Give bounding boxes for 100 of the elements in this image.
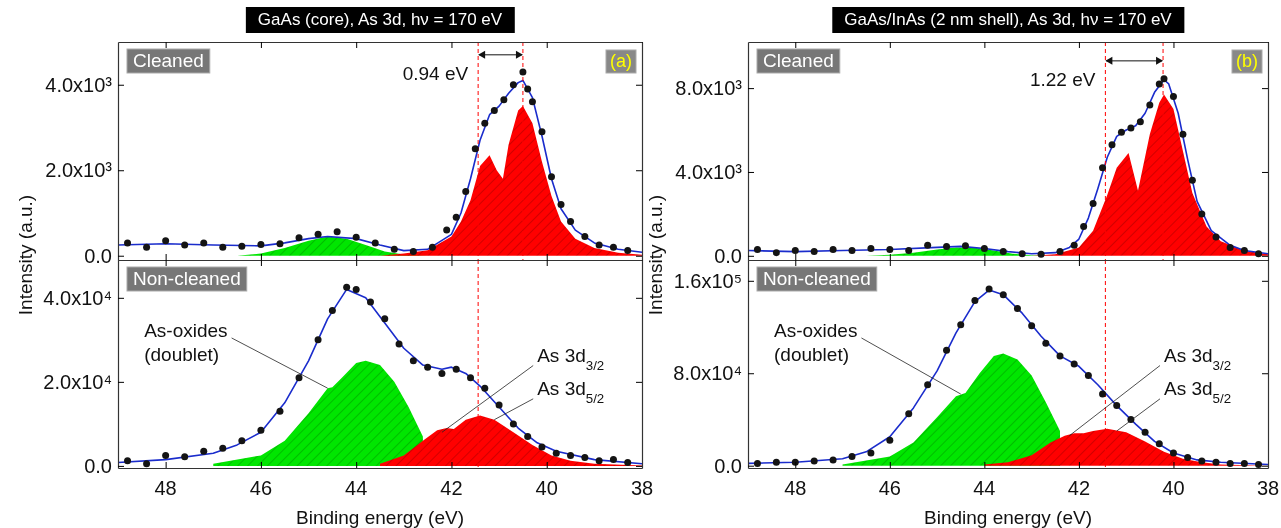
point [753,459,761,467]
point [219,243,227,251]
annotation: 1.22 eV [1029,68,1096,90]
point [238,437,246,445]
y-tick-label: 0.0 [714,454,742,477]
point [481,119,489,127]
point [390,245,398,253]
point [371,239,379,247]
point [1080,222,1088,230]
point [200,239,208,247]
chart-title: GaAs/InAs (2 nm shell), As 3d, hν = 170 eV [844,10,1173,29]
point [791,458,799,466]
point [276,407,284,415]
point [1212,458,1220,466]
point [1226,243,1234,251]
point [1084,372,1092,380]
annotation: As-oxides (doublet) [144,319,228,365]
annotation: Cleaned [763,50,834,71]
point [1212,233,1220,241]
point [1198,457,1206,465]
line-series [118,79,642,254]
point [381,315,389,323]
point [143,243,151,251]
point [314,230,322,238]
point [1179,130,1187,138]
point [1240,459,1248,467]
point [557,200,565,208]
point [1226,459,1234,467]
point [495,401,503,409]
y-tick-label: 4.0x10⁴ [43,286,112,309]
point [452,365,460,373]
point [1070,241,1078,249]
point [980,244,988,252]
point [295,374,303,382]
point [462,188,470,196]
point [924,381,932,389]
y-tick-label: 4.0x10³ [45,73,113,96]
point [867,449,875,457]
point [528,98,536,106]
point [238,242,246,250]
point [409,357,417,365]
point [1108,141,1116,149]
point [905,410,913,418]
x-tick-label: 44 [973,477,996,499]
x-tick-label: 46 [249,477,273,499]
point [1056,352,1064,360]
point [772,249,780,257]
y-axis-title: Intensity (a.u.) [645,194,666,316]
x-axis-title: Binding energy (eV) [296,507,464,528]
point [943,346,951,354]
x-tick-label: 46 [878,477,901,499]
point [1089,199,1097,207]
point [999,291,1007,299]
point [1198,210,1206,218]
point [753,246,761,254]
y-tick-label: 0.0 [714,244,742,267]
x-tick-label: 42 [1067,477,1091,499]
y-tick-label: 1.6x10⁵ [673,269,742,292]
y-tick-label: 4.0x10³ [675,160,743,183]
point [829,456,837,464]
y-tick-label: 0.0 [84,244,112,267]
x-tick-label: 40 [535,477,558,499]
point [343,283,351,291]
point [428,243,436,251]
point [257,241,265,249]
point [848,452,856,460]
point [829,246,837,254]
point [1160,75,1168,83]
point [1141,428,1149,436]
annotation: Non-cleaned [763,268,871,289]
point [791,247,799,255]
x-tick-label: 42 [440,477,463,499]
point [999,248,1007,256]
point [1037,250,1045,258]
point [624,459,632,467]
point [985,285,993,293]
point [848,247,856,255]
point [443,226,451,234]
point [772,458,780,466]
point [1117,128,1125,136]
x-tick-label: 44 [345,477,368,499]
annotation: (a) [610,51,632,71]
annotation: Non-cleaned [133,268,241,289]
point [867,244,875,252]
point [438,369,446,377]
point [162,451,170,459]
point [509,81,517,89]
point [509,420,517,428]
x-axis-title: Binding energy (eV) [924,507,1092,528]
point [295,234,303,242]
annotation: (b) [1236,51,1258,71]
point [971,296,979,304]
point [467,374,475,382]
point [1169,449,1177,457]
point [1184,454,1192,462]
point [124,239,132,247]
point [1042,339,1050,347]
x-tick-label: 48 [784,477,807,499]
point [314,336,322,344]
point [1013,305,1021,313]
